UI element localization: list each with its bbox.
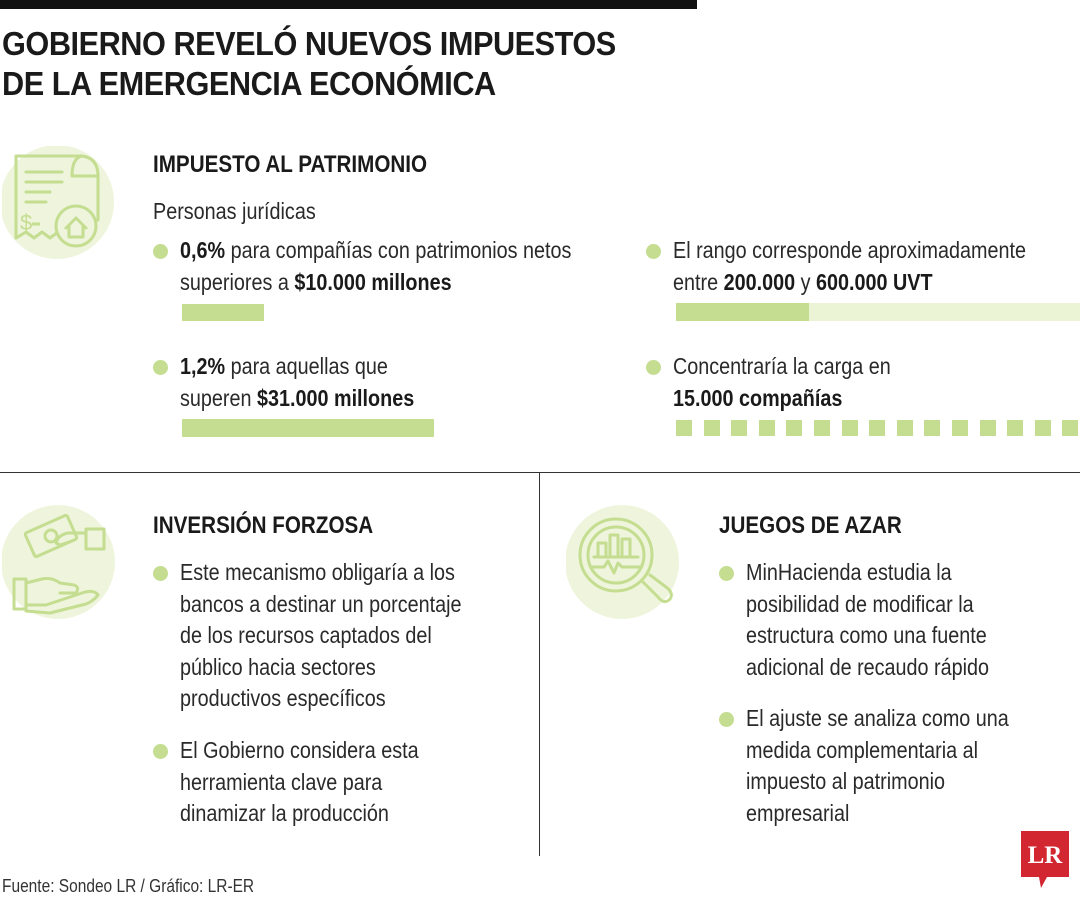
- dash-segment: [842, 420, 858, 436]
- threshold-31000: $31.000 millones: [256, 384, 415, 411]
- bullet-dot: [646, 360, 661, 375]
- threshold-10000: $10.000 millones: [294, 268, 452, 295]
- section-divider-horizontal: [0, 472, 1080, 473]
- top-rule: [0, 0, 697, 9]
- dash-segment: [1035, 420, 1051, 436]
- rate-1-2: 1,2%: [180, 353, 226, 379]
- rate-0-6: 0,6%: [180, 237, 226, 263]
- source-note: Fuente: Sondeo LR / Gráfico: LR-ER: [2, 876, 255, 896]
- magnifier-chart-icon: [566, 505, 682, 621]
- title-line-1: GOBIERNO REVELÓ NUEVOS IMPUESTOS: [2, 25, 616, 62]
- lr-logo: LR: [1021, 831, 1069, 894]
- dash-segment: [704, 420, 720, 436]
- title-line-2: DE LA EMERGENCIA ECONÓMICA: [2, 65, 496, 102]
- dash-segment: [814, 420, 830, 436]
- tax-document-house-icon: $: [2, 146, 118, 262]
- hands-money-icon: [2, 505, 118, 621]
- dash-segment: [897, 420, 913, 436]
- dash-segment: [952, 420, 968, 436]
- dash-segment: [980, 420, 996, 436]
- dash-segment: [731, 420, 747, 436]
- companies-dashed-bar: [676, 420, 1080, 436]
- svg-text:$: $: [20, 210, 32, 235]
- bullet-dot: [719, 712, 734, 727]
- bullet-dot: [719, 566, 734, 581]
- bullet-dot: [153, 360, 168, 375]
- page-title: GOBIERNO REVELÓ NUEVOS IMPUESTOS DE LA E…: [2, 24, 672, 104]
- bullet-dot: [646, 244, 661, 259]
- companies-count: 15.000 compañías: [673, 384, 843, 411]
- bullet-dot: [153, 566, 168, 581]
- dash-segment: [924, 420, 940, 436]
- dash-segment: [869, 420, 885, 436]
- patrimonio-subheading: Personas jurídicas: [153, 198, 316, 224]
- bullet-dot: [153, 244, 168, 259]
- dash-segment: [1007, 420, 1023, 436]
- patrimonio-heading: IMPUESTO AL PATRIMONIO: [153, 151, 428, 178]
- juegos-heading: JUEGOS DE AZAR: [719, 512, 902, 539]
- bullet-dot: [153, 744, 168, 759]
- inversion-heading: INVERSIÓN FORZOSA: [153, 512, 374, 539]
- bar-1-2: [182, 419, 434, 437]
- range-bar-fill: [676, 303, 809, 321]
- lr-logo-text: LR: [1028, 842, 1064, 869]
- dash-segment: [676, 420, 692, 436]
- dash-segment: [759, 420, 775, 436]
- section-divider-vertical: [539, 473, 540, 856]
- bar-0-6: [182, 304, 264, 321]
- dash-segment: [786, 420, 802, 436]
- dash-segment: [1062, 420, 1078, 436]
